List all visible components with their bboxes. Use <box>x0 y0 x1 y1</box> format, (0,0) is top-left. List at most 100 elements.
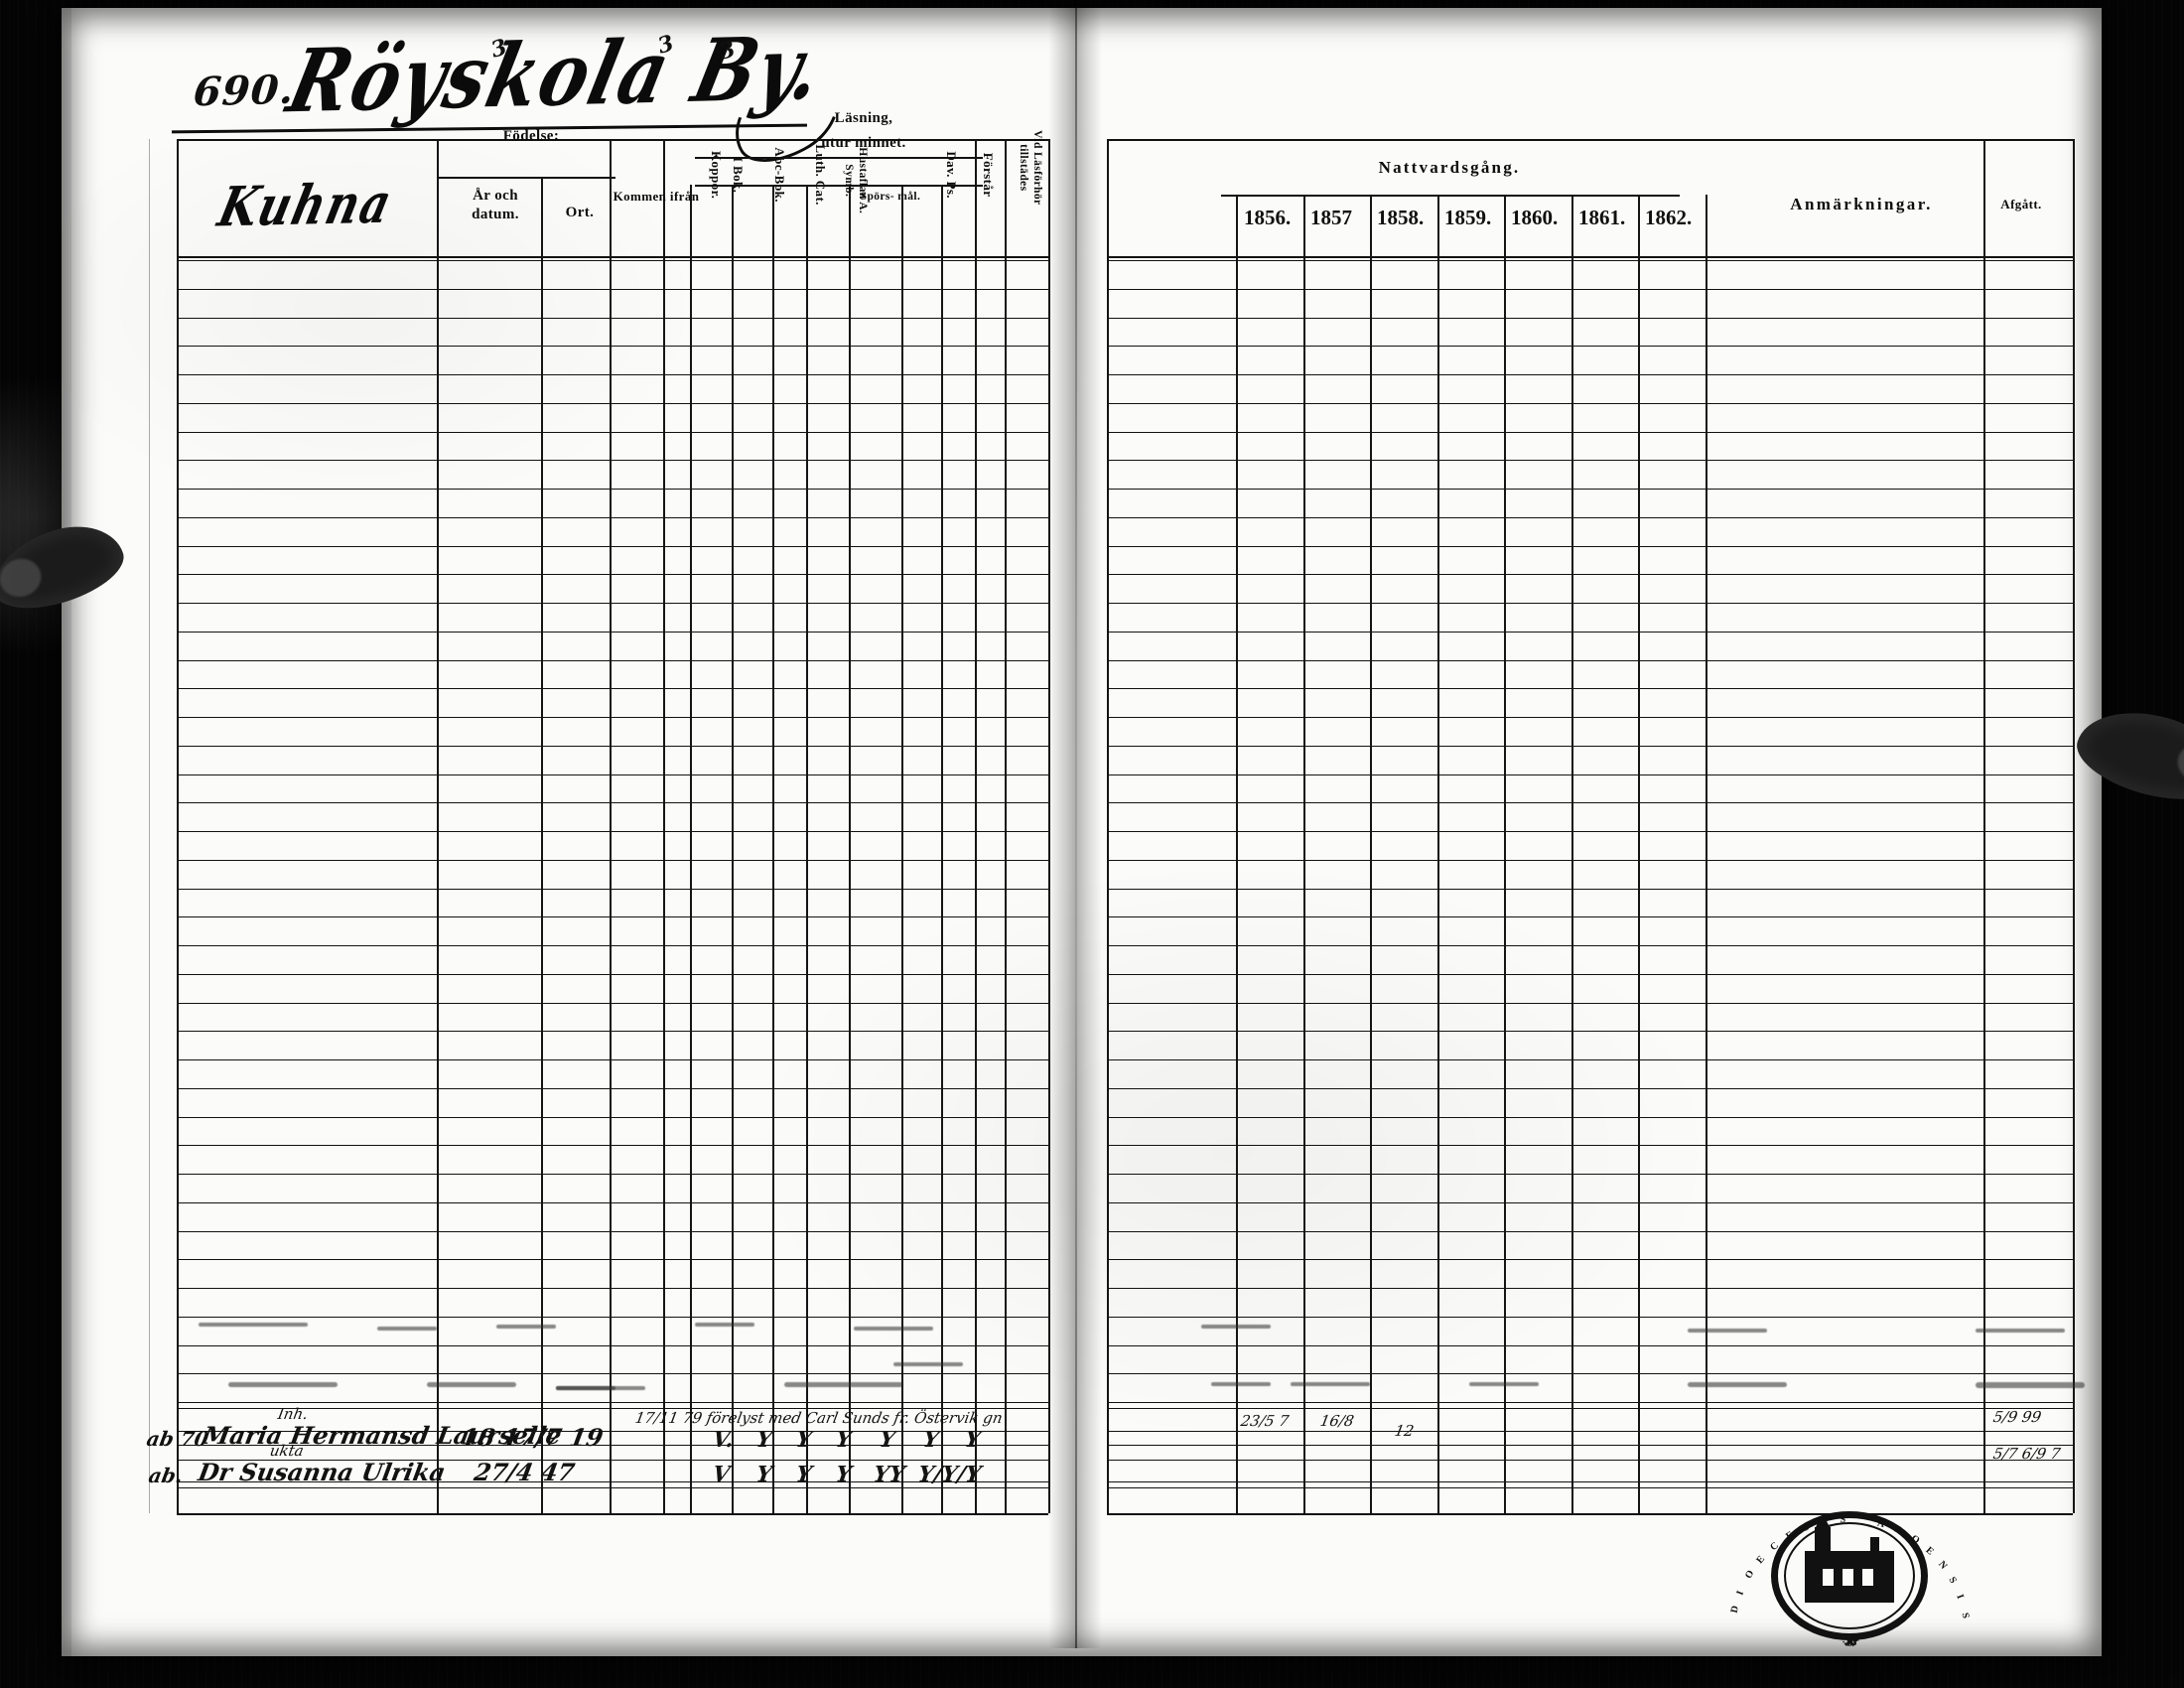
header-reading-luth-cat: Luth. Cat. <box>813 144 829 206</box>
ledger-vertical-rule <box>901 185 903 1513</box>
ledger-horizontal-rule <box>177 574 1048 575</box>
ledger-horizontal-rule <box>177 1481 1048 1483</box>
ledger-horizontal-rule <box>1107 1145 2073 1146</box>
entry-departed-2: 5/7 6/9 7 <box>1991 1445 2062 1463</box>
entry-margin-code-2: ab. <box>146 1464 186 1487</box>
church-tower-icon <box>1815 1527 1831 1557</box>
ledger-horizontal-rule <box>1107 1003 2073 1004</box>
ledger-horizontal-rule <box>177 1513 1048 1516</box>
header-year-1857: 1857 <box>1310 206 1352 229</box>
header-birth-year: År och datum. <box>472 188 519 222</box>
entry-birth-1: 18 17/7 19 <box>459 1423 606 1452</box>
ledger-horizontal-rule <box>1107 489 2073 490</box>
ledger-horizontal-rule <box>177 717 1048 718</box>
entry-read-mark-1-4: Y <box>878 1427 897 1453</box>
ledger-vertical-rule <box>1983 139 1985 1513</box>
header-year-1856: 1856. <box>1244 206 1292 229</box>
ledger-vertical-rule <box>1370 195 1372 1513</box>
entry-read-mark-2-1: Y <box>754 1462 774 1487</box>
stamp-legend-char: A <box>1875 1517 1887 1531</box>
ledger-horizontal-rule <box>1107 460 2073 462</box>
fingernail-right <box>2173 739 2184 787</box>
ledger-horizontal-rule <box>1107 1031 2073 1032</box>
ink-smudge <box>893 1362 963 1366</box>
church-window-1 <box>1823 1569 1834 1586</box>
entry-read-mark-2-4: YY <box>872 1462 907 1487</box>
entry-read-mark-1-1: Y <box>754 1427 774 1453</box>
ledger-horizontal-rule <box>177 1088 1048 1089</box>
entry-departed-1: 5/9 99 <box>1991 1408 2043 1426</box>
stamp-legend-char: S <box>1801 1521 1812 1534</box>
ledger-horizontal-rule <box>177 945 1048 946</box>
ledger-horizontal-rule <box>1107 1202 2073 1203</box>
entry-read-mark-1-3: Y <box>834 1427 854 1453</box>
ledger-horizontal-rule <box>177 1059 1048 1061</box>
header-departed: Afgått. <box>2000 197 2042 211</box>
ledger-horizontal-rule <box>177 688 1048 689</box>
ledger-vertical-rule <box>437 139 439 1513</box>
ledger-horizontal-rule <box>1107 517 2073 518</box>
ledger-horizontal-rule <box>177 632 1048 633</box>
ink-smudge <box>1688 1329 1767 1333</box>
header-reading-dav-ps: Dav. Ps. <box>944 151 960 199</box>
ledger-vertical-rule <box>975 139 977 1513</box>
ledger-horizontal-rule <box>1107 432 2073 433</box>
header-reading-sporsmal: Spörs- mål. <box>860 191 921 203</box>
page-title-block: 690. Röyskola By. 3 3 3 <box>172 16 948 178</box>
header-birth-place: Ort. <box>565 205 595 220</box>
entry-read-mark-2-0: V <box>711 1462 732 1487</box>
ledger-horizontal-rule <box>1107 774 2073 775</box>
header-reading-i-bok: I Bok. <box>731 156 747 194</box>
ledger-vertical-rule <box>772 185 774 1513</box>
stamp-legend-char: I <box>1820 1516 1828 1529</box>
church-chimney-icon <box>1870 1537 1879 1555</box>
ink-smudge <box>1688 1382 1787 1387</box>
ink-smudge <box>1469 1382 1539 1386</box>
header-remarks: Anmärkningar. <box>1790 195 1933 213</box>
ledger-horizontal-rule <box>177 660 1048 662</box>
ledger-horizontal-rule <box>1107 945 2073 946</box>
ledger-horizontal-rule <box>177 1003 1048 1004</box>
header-reading-hustaflan: Hustaflan A. Symb. <box>843 147 869 214</box>
name-column-heading-handwritten: Kuhna <box>212 172 399 240</box>
ledger-horizontal-rule <box>1107 1460 2073 1462</box>
ink-smudge <box>854 1327 933 1331</box>
ledger-horizontal-rule <box>1107 831 2073 832</box>
ledger-horizontal-rule <box>1107 346 2073 347</box>
ledger-horizontal-rule <box>177 1345 1048 1346</box>
ink-smudge <box>695 1323 754 1327</box>
header-reading-group-line1: Läsning, <box>834 110 893 126</box>
ink-smudge <box>427 1382 516 1387</box>
ledger-horizontal-rule <box>1107 1445 2073 1447</box>
ledger-horizontal-rule <box>177 1317 1048 1318</box>
header-year-1860: 1860. <box>1511 206 1559 229</box>
ledger-horizontal-rule <box>177 1373 1048 1374</box>
ledger-horizontal-rule <box>177 403 1048 404</box>
entry-read-mark-2-3: Y <box>834 1462 854 1487</box>
entry-read-mark-1-5: Y <box>921 1427 941 1453</box>
ledger-horizontal-rule <box>177 1431 1048 1432</box>
ink-smudge <box>199 1323 308 1327</box>
ledger-horizontal-rule <box>177 1174 1048 1175</box>
header-communion-group: Nattvardsgång. <box>1378 158 1521 177</box>
ledger-horizontal-rule <box>177 1402 1048 1403</box>
ledger-horizontal-rule <box>1107 717 2073 718</box>
entry-read-mark-2-5: Y/Y/Y <box>916 1462 984 1487</box>
fingernail-left <box>0 553 47 603</box>
ledger-horizontal-rule <box>177 432 1048 433</box>
ledger-horizontal-rule <box>177 1460 1048 1462</box>
stamp-legend-char: B <box>1893 1523 1904 1537</box>
ink-smudge <box>496 1325 556 1329</box>
ledger-horizontal-rule <box>177 603 1048 604</box>
stamp-outer-ring <box>1771 1511 1928 1640</box>
ink-smudge <box>784 1382 903 1387</box>
ledger-horizontal-rule <box>1107 1513 2073 1516</box>
ledger-horizontal-rule <box>177 1259 1048 1261</box>
ledger-horizontal-rule <box>177 860 1048 862</box>
ledger-horizontal-rule <box>1107 603 2073 604</box>
stamp-legend-char: E <box>1784 1529 1796 1543</box>
ledger-horizontal-rule <box>1107 1117 2073 1118</box>
ledger-horizontal-rule <box>1107 1408 2073 1410</box>
